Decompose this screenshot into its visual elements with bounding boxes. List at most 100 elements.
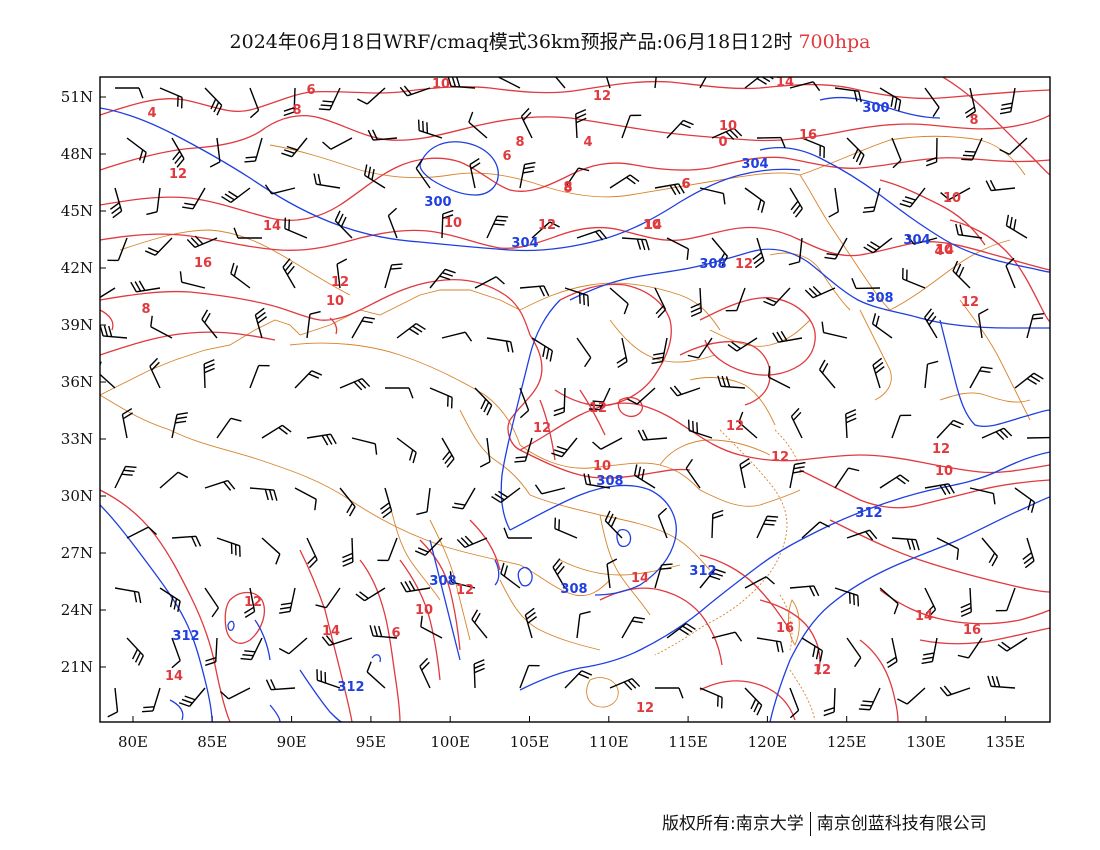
wind-barb xyxy=(609,287,629,315)
wind-barb xyxy=(583,473,611,489)
wind-barb xyxy=(756,637,784,653)
lat-axis-labels: 51N 48N 45N 42N 39N 36N 33N 30N 27N 24N 21N xyxy=(61,88,93,676)
temperature-contour-label: 10 xyxy=(444,216,462,231)
wind-barb xyxy=(891,137,902,169)
wind-barb xyxy=(534,484,566,495)
wind-barb xyxy=(179,271,206,289)
wind-barb xyxy=(801,521,830,539)
wind-barb xyxy=(871,313,893,339)
wind-barb xyxy=(100,325,128,339)
wind-barb xyxy=(204,87,223,116)
wind-barb xyxy=(756,515,779,539)
geopotential-contour-label: 308 xyxy=(866,291,893,306)
wind-barb xyxy=(114,587,142,604)
wind-barb xyxy=(687,337,713,359)
wind-barb xyxy=(524,607,537,639)
temperature-contour-label: 8 xyxy=(292,103,301,118)
footer-divider xyxy=(809,812,811,836)
wind-barb xyxy=(1014,372,1044,389)
wind-barb xyxy=(420,615,443,639)
temperature-contour-label: 12 xyxy=(735,257,753,272)
wind-barb xyxy=(940,187,971,201)
wind-barb xyxy=(385,387,414,399)
lat-tick-label: 24N xyxy=(61,601,93,619)
lat-tick-label: 48N xyxy=(61,145,93,163)
wind-barb xyxy=(846,137,865,166)
wind-barb xyxy=(767,366,791,389)
temperature-contour-label: 14 xyxy=(915,609,933,624)
temperature-contour-label: 8 xyxy=(563,181,572,196)
lat-tick-label: 39N xyxy=(61,316,93,334)
wind-barb xyxy=(468,111,488,139)
wind-barb xyxy=(939,685,971,697)
temperature-contour-label: 8 xyxy=(141,302,150,317)
geopotential-contour-label: 312 xyxy=(689,564,716,579)
wind-barb xyxy=(699,187,726,205)
temperature-contour-label: 16 xyxy=(776,621,794,636)
wind-barb xyxy=(637,429,668,441)
wind-barb xyxy=(621,237,650,251)
wind-barb xyxy=(801,137,825,159)
tick-marks xyxy=(100,96,1006,722)
wind-barb xyxy=(801,637,824,662)
wind-barb xyxy=(514,437,533,463)
wind-barb xyxy=(491,487,521,504)
wind-barb xyxy=(685,458,701,489)
wind-barb xyxy=(969,366,993,389)
wind-barb xyxy=(1026,313,1045,339)
wind-barb xyxy=(789,687,800,719)
lat-tick-label: 33N xyxy=(61,430,93,448)
wind-barb xyxy=(479,437,491,468)
wind-barb xyxy=(419,657,431,689)
wind-barb xyxy=(519,161,536,189)
wind-barb xyxy=(186,235,218,249)
wind-barb xyxy=(564,670,593,689)
temperature-contour-label: 12 xyxy=(771,450,789,465)
wind-barb xyxy=(879,87,902,112)
lon-tick-label: 95E xyxy=(356,733,386,751)
wind-barbs xyxy=(100,77,1050,719)
wind-barb xyxy=(144,237,173,256)
wind-barb xyxy=(846,529,878,541)
temperature-contour-label: 10 xyxy=(326,294,344,309)
wind-barb xyxy=(115,87,144,99)
wind-barb xyxy=(316,669,341,689)
wind-barb xyxy=(400,580,431,593)
temperature-contour-label: 16 xyxy=(963,623,981,638)
geopotential-contour-label: 300 xyxy=(862,101,889,116)
wind-barb xyxy=(114,465,137,489)
lon-tick-label: 115E xyxy=(668,733,708,751)
wind-barb xyxy=(282,258,296,289)
temperature-contour-label: 12 xyxy=(961,295,979,310)
temperature-contour-label: 6 xyxy=(681,177,690,192)
wind-barb xyxy=(616,337,628,369)
temperature-contour-label: 12 xyxy=(813,663,831,678)
temperature-contour-label: 12 xyxy=(538,218,556,233)
lon-tick-label: 125E xyxy=(827,733,867,751)
wind-barb xyxy=(727,337,758,352)
wind-barb xyxy=(363,164,386,189)
wind-barb xyxy=(552,558,566,589)
wind-barb xyxy=(739,457,751,489)
geopotential-contours xyxy=(100,96,1050,722)
wind-barb xyxy=(369,625,398,639)
temperature-contour-label: 14 xyxy=(631,571,649,586)
wind-barb xyxy=(862,187,881,213)
temperature-contour-label: 14 xyxy=(322,624,340,639)
wind-barb xyxy=(441,331,473,342)
wind-barb xyxy=(254,307,267,339)
wind-barb xyxy=(789,187,803,218)
wind-barb xyxy=(473,659,485,689)
wind-barb xyxy=(107,237,128,262)
lat-tick-label: 51N xyxy=(61,88,93,106)
wind-barb xyxy=(159,587,181,612)
temperature-contour-label: 10 xyxy=(943,191,961,206)
wind-barb xyxy=(655,687,684,699)
wind-barb xyxy=(588,387,611,411)
wind-barb xyxy=(818,359,836,389)
wind-barb xyxy=(355,587,386,602)
wind-barb xyxy=(126,526,157,539)
plot-frame xyxy=(99,76,1051,723)
wind-barb xyxy=(834,587,860,607)
lon-axis-labels: 80E 85E 90E 95E 100E 105E 110E 115E 120E 125E 130E… xyxy=(118,733,1025,751)
